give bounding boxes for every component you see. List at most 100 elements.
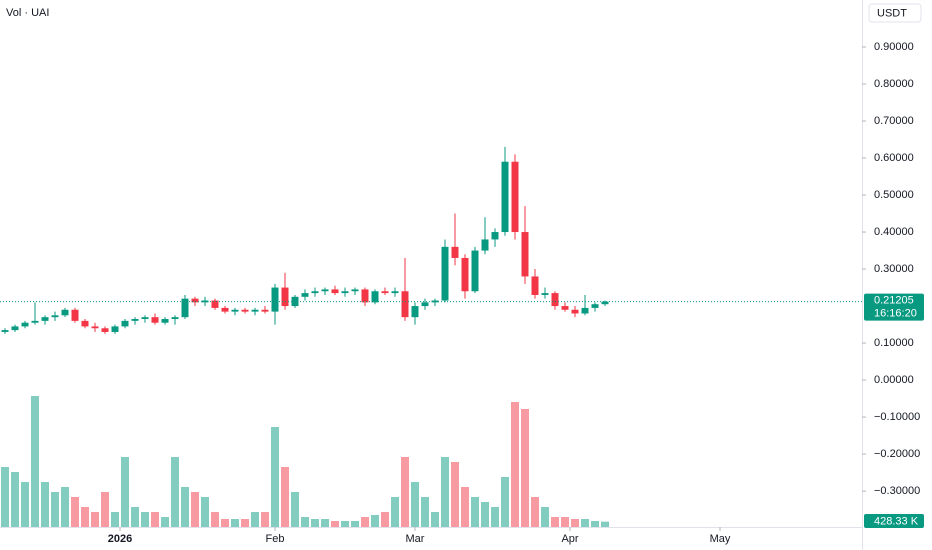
volume-bar (101, 492, 109, 527)
volume-bar (21, 482, 29, 527)
candle-body (281, 287, 289, 307)
candle-body (31, 320, 39, 323)
volume-bar (281, 467, 289, 527)
candle-body (311, 291, 319, 294)
candle-body (421, 302, 429, 307)
x-tick-label: 2026 (108, 533, 132, 545)
volume-bar (511, 402, 519, 527)
volume-bar (171, 457, 179, 527)
candle-body (221, 307, 229, 312)
y-tick-label: −0.10000 (874, 411, 920, 423)
candle-body (121, 320, 129, 327)
candle-body (591, 304, 599, 308)
x-tick-label: May (710, 533, 731, 545)
volume-bar (601, 521, 609, 527)
candle-body (561, 306, 569, 310)
y-tick-label: 0.60000 (874, 152, 914, 164)
volume-bar (331, 521, 339, 527)
volume-bar (251, 512, 259, 527)
volume-bar (111, 512, 119, 527)
y-tick-label: 0.10000 (874, 337, 914, 349)
volume-bar (291, 492, 299, 527)
volume-bar (11, 472, 19, 527)
candle-body (241, 309, 249, 312)
volume-bar (501, 477, 509, 527)
currency-button[interactable] (868, 3, 922, 23)
candle-body (181, 298, 189, 318)
y-tick-label: 0.90000 (874, 41, 914, 53)
volume-bar (581, 519, 589, 527)
candle-body (521, 232, 529, 277)
volume-bar (51, 492, 59, 527)
candle-body (141, 317, 149, 320)
y-tick-label: 0.40000 (874, 226, 914, 238)
volume-bar (231, 519, 239, 527)
y-tick-label: −0.20000 (874, 448, 920, 460)
volume-bar (241, 519, 249, 527)
candle-body (171, 317, 179, 320)
volume-bar (491, 507, 499, 527)
candle-body (511, 161, 519, 233)
y-tick-label: 0.80000 (874, 78, 914, 90)
volume-bar (521, 409, 529, 527)
volume-bar (421, 497, 429, 527)
candle-body (131, 319, 139, 321)
volume-bar (81, 507, 89, 527)
volume-bar (41, 482, 49, 527)
candle-body (391, 291, 399, 294)
candle-body (571, 309, 579, 314)
candle-body (201, 300, 209, 303)
candle-body (361, 289, 369, 303)
candle-body (461, 257, 469, 292)
volume-bar (341, 521, 349, 527)
candle-body (481, 239, 489, 251)
volume-bar (221, 519, 229, 527)
candle-body (401, 291, 409, 318)
candle-body (161, 319, 169, 323)
volume-bar (571, 519, 579, 527)
volume-bar (321, 519, 329, 527)
volume-bar (371, 515, 379, 527)
candle-body (411, 306, 419, 318)
volume-bar (391, 497, 399, 527)
candle-body (381, 291, 389, 294)
candle-body (271, 287, 279, 312)
volume-bar (461, 487, 469, 527)
last-price-box (864, 293, 924, 321)
candle-body (71, 309, 79, 321)
candle-body (81, 320, 89, 327)
volume-bar (191, 492, 199, 527)
candle-body (11, 326, 19, 331)
volume-bar (301, 517, 309, 527)
candle-body (451, 246, 459, 258)
volume-bar (401, 457, 409, 527)
volume-bar (181, 487, 189, 527)
y-tick-label: 0.00000 (874, 374, 914, 386)
last-volume-box (864, 514, 924, 528)
volume-bar (141, 512, 149, 527)
x-tick-label: Mar (406, 533, 425, 545)
volume-bar (411, 482, 419, 527)
candle-body (471, 250, 479, 292)
candle-body (1, 330, 9, 332)
y-tick-label: 0.50000 (874, 189, 914, 201)
candle-body (601, 301, 609, 305)
candle-body (61, 309, 69, 316)
candle-body (101, 328, 109, 332)
candle-body (191, 298, 199, 303)
countdown: 16:16:20 (874, 308, 917, 320)
chart-title: Vol · UAI (6, 7, 49, 19)
candle-body (491, 232, 499, 240)
volume-bar (211, 512, 219, 527)
candle-body (91, 326, 99, 329)
candle-body (211, 300, 219, 308)
currency-label[interactable]: USDT (877, 7, 907, 19)
y-tick-label: 0.70000 (874, 115, 914, 127)
volume-bar (91, 512, 99, 527)
candle-body (541, 293, 549, 295)
candle-body (291, 296, 299, 307)
candle-body (531, 276, 539, 295)
candle-body (21, 322, 29, 327)
volume-bar (31, 396, 39, 527)
